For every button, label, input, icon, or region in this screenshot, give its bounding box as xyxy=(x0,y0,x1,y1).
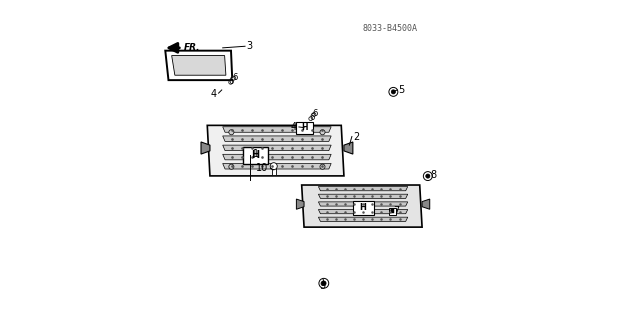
Text: 4: 4 xyxy=(210,89,216,99)
Polygon shape xyxy=(319,194,408,198)
Text: 6: 6 xyxy=(228,77,234,86)
Polygon shape xyxy=(353,201,374,215)
Text: 5: 5 xyxy=(398,85,404,95)
Polygon shape xyxy=(172,56,226,75)
Circle shape xyxy=(320,164,325,169)
Circle shape xyxy=(229,130,234,135)
Text: 6: 6 xyxy=(310,113,315,122)
Polygon shape xyxy=(201,142,210,154)
Polygon shape xyxy=(296,122,313,134)
Text: 2: 2 xyxy=(353,131,360,142)
Polygon shape xyxy=(344,142,353,154)
Polygon shape xyxy=(223,127,331,132)
Text: 8: 8 xyxy=(430,170,436,181)
Circle shape xyxy=(229,164,234,169)
Polygon shape xyxy=(391,209,394,213)
Text: 6: 6 xyxy=(313,109,318,118)
Polygon shape xyxy=(301,185,422,227)
Polygon shape xyxy=(207,125,344,176)
Circle shape xyxy=(426,174,430,178)
Text: 7: 7 xyxy=(394,205,399,216)
Text: FR.: FR. xyxy=(184,43,200,52)
Circle shape xyxy=(270,163,277,170)
Text: 8033-B4500A: 8033-B4500A xyxy=(363,24,418,33)
Polygon shape xyxy=(165,51,232,80)
Polygon shape xyxy=(243,147,268,164)
Text: 10: 10 xyxy=(256,163,268,173)
Polygon shape xyxy=(296,199,304,209)
Circle shape xyxy=(312,113,316,116)
Text: 6: 6 xyxy=(232,73,237,82)
Text: H: H xyxy=(252,150,260,160)
Text: 3: 3 xyxy=(246,41,253,51)
Polygon shape xyxy=(422,199,429,209)
Circle shape xyxy=(228,80,232,84)
Polygon shape xyxy=(223,154,331,160)
Polygon shape xyxy=(223,136,331,141)
Circle shape xyxy=(423,172,432,181)
Text: 1: 1 xyxy=(253,149,259,159)
Polygon shape xyxy=(319,187,408,191)
Polygon shape xyxy=(319,202,408,206)
Circle shape xyxy=(391,90,396,94)
Circle shape xyxy=(232,76,236,80)
Polygon shape xyxy=(319,217,408,221)
Polygon shape xyxy=(223,164,331,169)
Circle shape xyxy=(389,87,398,96)
Text: 9: 9 xyxy=(319,281,326,292)
Polygon shape xyxy=(223,145,331,151)
Polygon shape xyxy=(389,208,396,215)
Text: H: H xyxy=(301,123,308,132)
Polygon shape xyxy=(272,168,276,175)
Text: H: H xyxy=(360,204,367,212)
Circle shape xyxy=(321,281,326,286)
Circle shape xyxy=(319,278,329,288)
Circle shape xyxy=(309,117,313,121)
Polygon shape xyxy=(319,210,408,214)
Circle shape xyxy=(320,130,325,135)
Text: 4: 4 xyxy=(291,122,297,132)
